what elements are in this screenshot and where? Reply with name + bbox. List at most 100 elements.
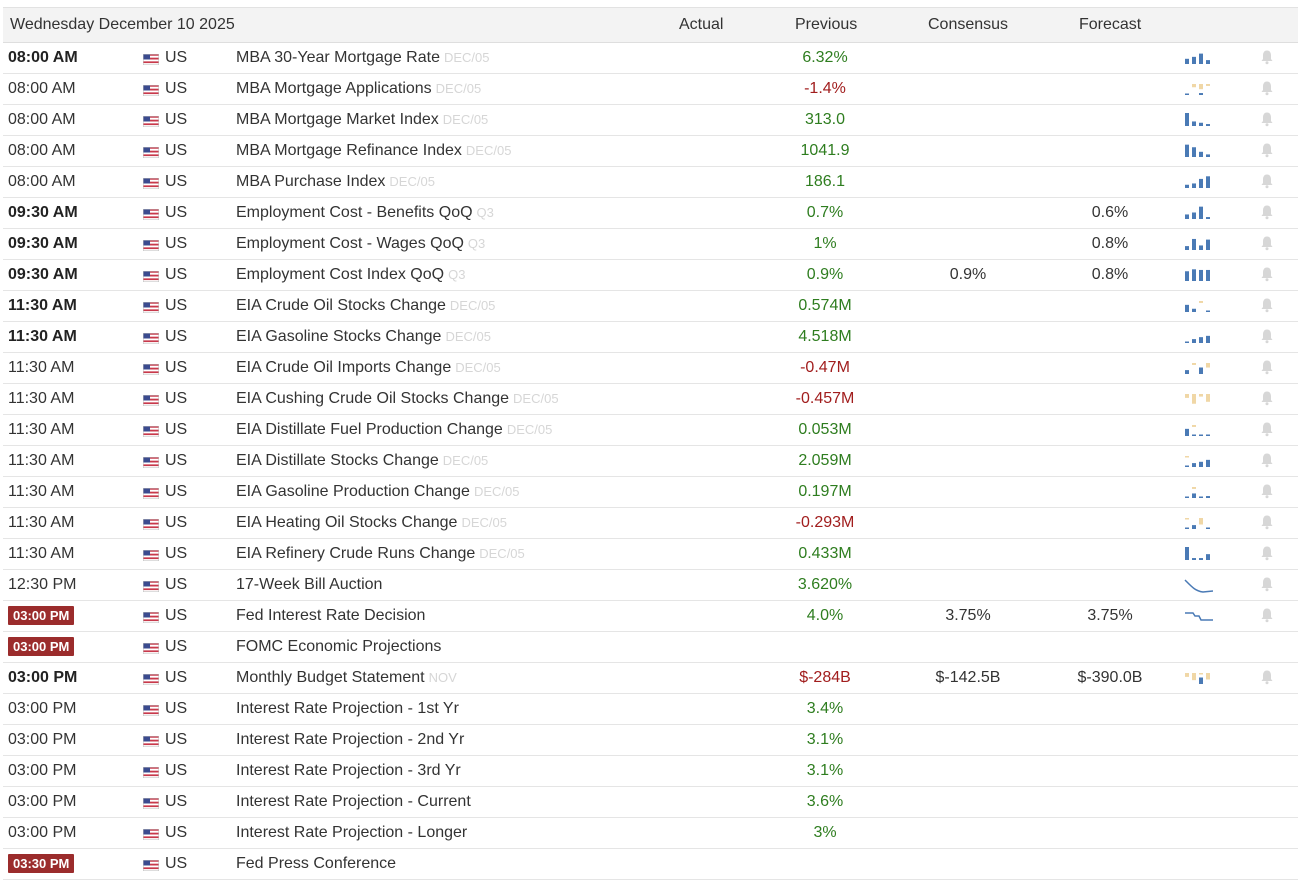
table-row[interactable]: 08:00 AM US MBA Mortgage Refinance Index DE… [3, 136, 1298, 167]
sparkline-bar-negative [1192, 394, 1196, 404]
bell-icon[interactable] [1260, 514, 1274, 530]
sparkline-bar [1199, 178, 1203, 188]
event-name-link[interactable]: Interest Rate Projection - 3rd Yr [236, 762, 461, 780]
event-name-link[interactable]: EIA Crude Oil Imports Change DEC/05 [236, 359, 501, 377]
event-name-link[interactable]: 17-Week Bill Auction [236, 576, 382, 594]
trend-sparkline[interactable] [1183, 204, 1213, 222]
trend-sparkline[interactable] [1183, 266, 1213, 284]
event-name-link[interactable]: Fed Interest Rate Decision [236, 607, 425, 625]
event-name-link[interactable]: Monthly Budget Statement NOV [236, 669, 457, 687]
trend-sparkline[interactable] [1183, 328, 1213, 346]
bell-icon[interactable] [1260, 80, 1274, 96]
table-row[interactable]: 11:30 AM US EIA Distillate Stocks Change DE… [3, 446, 1298, 477]
column-consensus[interactable]: Consensus [928, 16, 1009, 33]
bell-icon[interactable] [1260, 390, 1274, 406]
table-row[interactable]: 03:00 PM US Monthly Budget Statement NOV $-2… [3, 663, 1298, 694]
bell-icon[interactable] [1260, 328, 1274, 344]
table-row[interactable]: 08:00 AM US MBA 30-Year Mortgage Rate DEC/0… [3, 43, 1298, 74]
table-row[interactable]: 11:30 AM US EIA Cushing Crude Oil Stocks C… [3, 384, 1298, 415]
event-name-link[interactable]: EIA Crude Oil Stocks Change DEC/05 [236, 297, 495, 315]
bell-icon[interactable] [1260, 297, 1274, 313]
bell-icon[interactable] [1260, 669, 1274, 685]
event-name-link[interactable]: Employment Cost - Benefits QoQ Q3 [236, 204, 494, 222]
trend-sparkline[interactable] [1183, 49, 1213, 67]
table-row[interactable]: 12:30 PM US 17-Week Bill Auction 3.620% [3, 570, 1298, 601]
table-row[interactable]: 11:30 AM US EIA Crude Oil Imports Change DE… [3, 353, 1298, 384]
table-row[interactable]: 09:30 AM US Employment Cost Index QoQ Q3 0.9… [3, 260, 1298, 291]
table-row[interactable]: 11:30 AM US EIA Crude Oil Stocks Change DEC… [3, 291, 1298, 322]
trend-sparkline[interactable] [1183, 80, 1213, 98]
table-row[interactable]: 08:00 AM US MBA Mortgage Market Index DEC/0… [3, 105, 1298, 136]
trend-sparkline[interactable] [1183, 452, 1213, 470]
table-row[interactable]: 08:00 AM US MBA Mortgage Applications DEC/0… [3, 74, 1298, 105]
event-name-link[interactable]: MBA Mortgage Applications DEC/05 [236, 80, 481, 98]
trend-sparkline[interactable] [1183, 669, 1213, 687]
bell-icon[interactable] [1260, 111, 1274, 127]
column-forecast[interactable]: Forecast [1079, 16, 1142, 33]
bell-icon[interactable] [1260, 266, 1274, 282]
event-name-link[interactable]: Employment Cost - Wages QoQ Q3 [236, 235, 485, 253]
trend-sparkline[interactable] [1183, 390, 1213, 408]
trend-sparkline[interactable] [1183, 297, 1213, 315]
event-name-link[interactable]: EIA Gasoline Stocks Change DEC/05 [236, 328, 491, 346]
event-name-link[interactable]: EIA Heating Oil Stocks Change DEC/05 [236, 514, 507, 532]
bell-icon[interactable] [1260, 173, 1274, 189]
bell-icon[interactable] [1260, 452, 1274, 468]
table-row[interactable]: 03:00 PM US Interest Rate Projection - Cur… [3, 787, 1298, 818]
trend-sparkline[interactable] [1183, 235, 1213, 253]
event-name-link[interactable]: EIA Distillate Stocks Change DEC/05 [236, 452, 488, 470]
bell-icon[interactable] [1260, 142, 1274, 158]
trend-sparkline[interactable] [1183, 142, 1213, 160]
table-row[interactable]: 08:00 AM US MBA Purchase Index DEC/05 186.1 [3, 167, 1298, 198]
event-name-link[interactable]: MBA Mortgage Refinance Index DEC/05 [236, 142, 511, 160]
event-name-link[interactable]: EIA Refinery Crude Runs Change DEC/05 [236, 545, 525, 563]
bell-icon[interactable] [1260, 545, 1274, 561]
event-name-link[interactable]: EIA Cushing Crude Oil Stocks Change DEC/0… [236, 390, 559, 408]
event-name-link[interactable]: Interest Rate Projection - Longer [236, 824, 467, 842]
trend-sparkline[interactable] [1183, 421, 1213, 439]
table-row[interactable]: 03:00 PM US Interest Rate Projection - 1st… [3, 694, 1298, 725]
bell-icon[interactable] [1260, 421, 1274, 437]
event-name-link[interactable]: Employment Cost Index QoQ Q3 [236, 266, 465, 284]
event-name-link[interactable]: Interest Rate Projection - Current [236, 793, 471, 811]
trend-sparkline[interactable] [1183, 514, 1213, 532]
trend-sparkline[interactable] [1183, 111, 1213, 129]
bell-icon[interactable] [1260, 576, 1274, 592]
bell-icon[interactable] [1260, 235, 1274, 251]
bell-icon[interactable] [1260, 49, 1274, 65]
trend-sparkline[interactable] [1183, 607, 1213, 625]
table-row[interactable]: 03:30 PM US Fed Press Conference [3, 849, 1298, 880]
bell-icon[interactable] [1260, 359, 1274, 375]
table-row[interactable]: 03:00 PM US Interest Rate Projection - Lon… [3, 818, 1298, 849]
table-row[interactable]: 03:00 PM US Fed Interest Rate Decision 4.0%… [3, 601, 1298, 632]
table-row[interactable]: 11:30 AM US EIA Gasoline Stocks Change DEC/… [3, 322, 1298, 353]
event-name-link[interactable]: Fed Press Conference [236, 855, 396, 873]
bell-icon[interactable] [1260, 483, 1274, 499]
trend-sparkline[interactable] [1183, 545, 1213, 563]
table-row[interactable]: 11:30 AM US EIA Gasoline Production Change… [3, 477, 1298, 508]
event-name-link[interactable]: MBA Mortgage Market Index DEC/05 [236, 111, 488, 129]
trend-sparkline[interactable] [1183, 483, 1213, 501]
column-previous[interactable]: Previous [795, 16, 858, 33]
table-row[interactable]: 03:00 PM US Interest Rate Projection - 3rd… [3, 756, 1298, 787]
event-name-link[interactable]: EIA Gasoline Production Change DEC/05 [236, 483, 519, 501]
column-actual[interactable]: Actual [679, 16, 724, 33]
table-row[interactable]: 03:00 PM US FOMC Economic Projections [3, 632, 1298, 663]
bell-icon[interactable] [1260, 607, 1274, 623]
event-name-link[interactable]: Interest Rate Projection - 2nd Yr [236, 731, 464, 749]
event-name-link[interactable]: MBA Purchase Index DEC/05 [236, 173, 435, 191]
bell-icon[interactable] [1260, 204, 1274, 220]
table-row[interactable]: 09:30 AM US Employment Cost - Wages QoQ Q3 1… [3, 229, 1298, 260]
table-row[interactable]: 11:30 AM US EIA Heating Oil Stocks Change D… [3, 508, 1298, 539]
trend-sparkline[interactable] [1183, 359, 1213, 377]
event-name-link[interactable]: Interest Rate Projection - 1st Yr [236, 700, 459, 718]
event-name-link[interactable]: FOMC Economic Projections [236, 638, 441, 656]
event-name-link[interactable]: EIA Distillate Fuel Production Change DEC… [236, 421, 552, 439]
table-row[interactable]: 03:00 PM US Interest Rate Projection - 2nd… [3, 725, 1298, 756]
trend-sparkline[interactable] [1183, 576, 1213, 594]
table-row[interactable]: 11:30 AM US EIA Distillate Fuel Production… [3, 415, 1298, 446]
event-name-link[interactable]: MBA 30-Year Mortgage Rate DEC/05 [236, 49, 490, 67]
trend-sparkline[interactable] [1183, 173, 1213, 191]
table-row[interactable]: 09:30 AM US Employment Cost - Benefits QoQ… [3, 198, 1298, 229]
table-row[interactable]: 11:30 AM US EIA Refinery Crude Runs Change… [3, 539, 1298, 570]
